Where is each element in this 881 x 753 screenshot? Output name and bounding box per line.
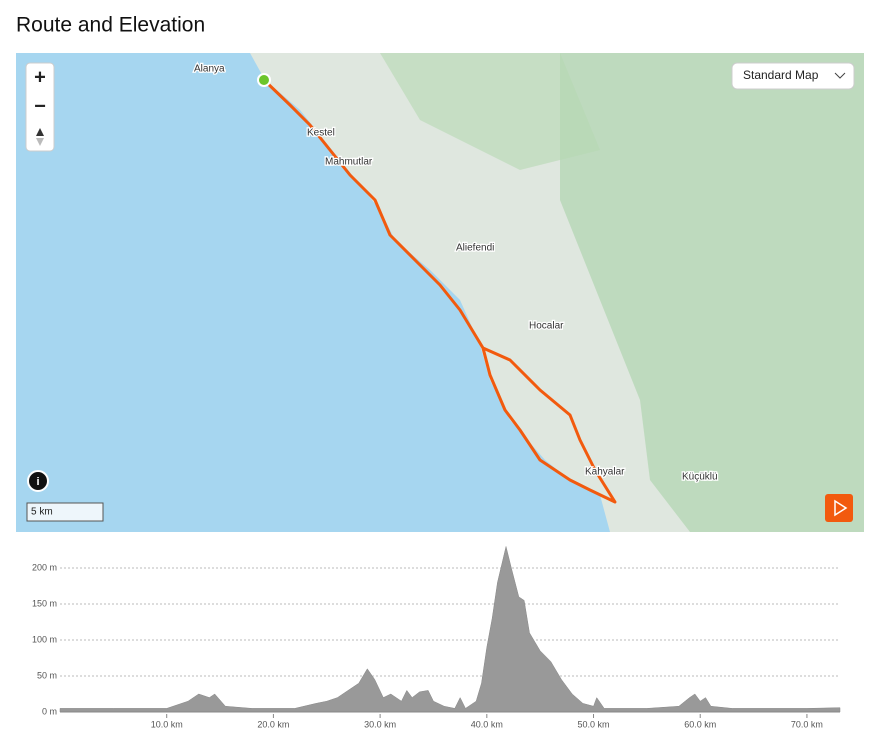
info-icon[interactable]: i — [36, 476, 39, 488]
x-tick-label: 70.0 km — [791, 719, 823, 729]
section-title: Route and Elevation — [16, 14, 205, 37]
place-label: Kahyalar — [585, 467, 625, 478]
dropdown-box[interactable] — [731, 62, 855, 90]
map: Alanya Kestel Mahmutlar Aliefendi Hocala… — [16, 53, 864, 532]
x-tick-label: 40.0 km — [471, 719, 503, 729]
start-marker — [257, 73, 271, 87]
zoom-control — [25, 62, 55, 152]
map-sea — [16, 53, 610, 532]
elevation-chart: 0 m 50 m 100 m 150 m 200 m 10.0 km 20.0 km 30.0… — [32, 546, 841, 729]
x-tick-label: 50.0 km — [578, 719, 610, 729]
compass-north[interactable] — [36, 128, 44, 136]
zoom-out[interactable]: − — [34, 95, 46, 117]
scale-bar — [26, 502, 104, 522]
y-tick-label: 100 m — [32, 634, 57, 644]
map-hills — [560, 53, 864, 532]
y-tick-label: 50 m — [37, 670, 57, 680]
elevation-area — [59, 546, 841, 713]
route — [262, 78, 617, 504]
y-tick-label: 0 m — [42, 706, 57, 716]
x-tick-label: 60.0 km — [684, 719, 716, 729]
place-label: Küçüklü — [682, 472, 718, 483]
place-label: Kestel — [307, 128, 335, 139]
place-label: Alanya — [194, 64, 225, 75]
dropdown-label[interactable]: Standard Map — [743, 68, 819, 82]
play-icon[interactable] — [834, 499, 848, 517]
x-tick-label: 10.0 km — [151, 719, 183, 729]
place-label: Aliefendi — [456, 243, 494, 254]
compass-south[interactable] — [36, 138, 44, 146]
x-tick-label: 30.0 km — [364, 719, 396, 729]
map-style-dropdown[interactable]: Standard Map — [731, 62, 855, 90]
place-label: Hocalar — [529, 321, 564, 332]
dropdown-arrow[interactable] — [834, 72, 846, 79]
x-tick-label: 20.0 km — [257, 719, 289, 729]
info-button[interactable] — [27, 470, 49, 492]
y-tick-label: 150 m — [32, 598, 57, 608]
place-label: Mahmutlar — [325, 157, 373, 168]
zoom-in[interactable]: + — [34, 66, 46, 88]
play-button[interactable] — [825, 494, 853, 522]
scale-label: 5 km — [31, 507, 53, 518]
map-hills — [380, 53, 600, 170]
y-tick-label: 200 m — [32, 562, 57, 572]
